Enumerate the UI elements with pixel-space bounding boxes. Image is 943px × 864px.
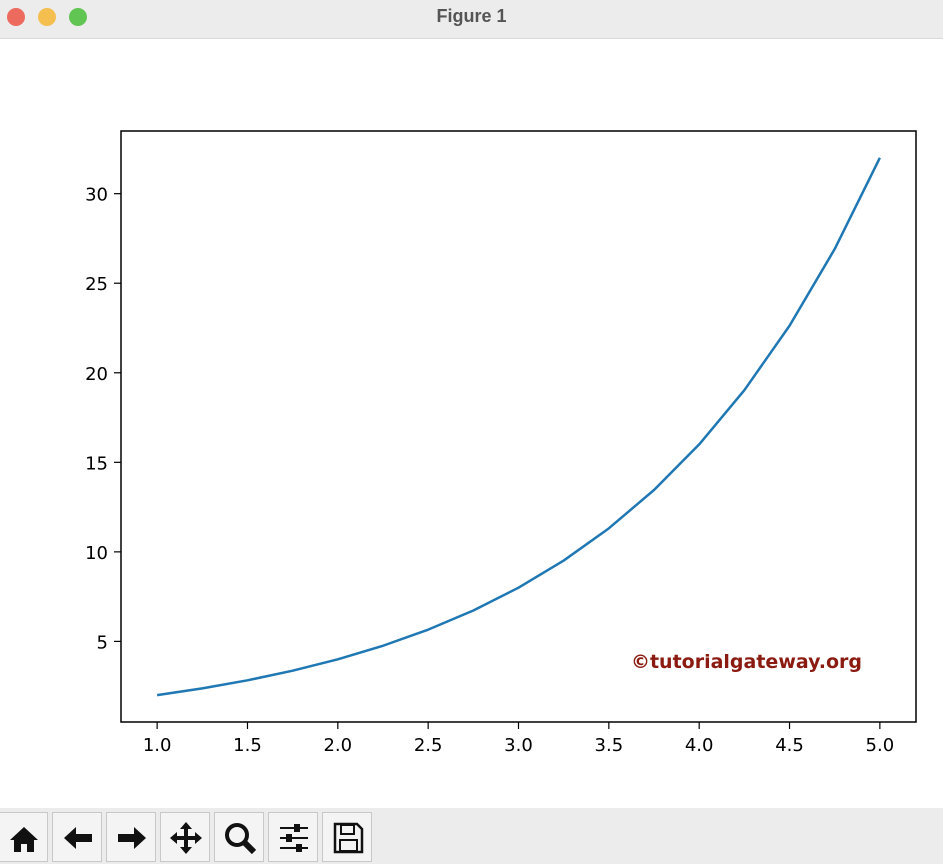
x-tick-label: 1.5 <box>233 735 262 756</box>
y-tick-label: 15 <box>85 453 108 474</box>
watermark: ©tutorialgateway.org <box>631 651 862 673</box>
axes-frame <box>120 130 917 723</box>
x-tick-label: 3.0 <box>504 735 533 756</box>
y-tick-label: 25 <box>85 274 108 295</box>
title-bar: Figure 1 <box>0 0 943 39</box>
x-tick-label: 3.5 <box>595 735 624 756</box>
chart: 1.0 1.5 2.0 2.5 3.0 3.5 4.0 4.5 5.0 5 10 15 20 25 30 ©t… <box>85 130 917 756</box>
x-tick-label: 5.0 <box>866 735 895 756</box>
close-button[interactable] <box>7 8 25 26</box>
data-line <box>156 157 881 697</box>
window-title: Figure 1 <box>436 6 507 26</box>
forward-button[interactable] <box>106 812 156 862</box>
x-tick-label: 4.0 <box>685 735 714 756</box>
x-tick-label: 1.0 <box>143 735 172 756</box>
save-button[interactable] <box>322 812 372 862</box>
x-tick-label: 2.0 <box>323 735 352 756</box>
y-tick-label: 30 <box>85 185 108 206</box>
configure-button[interactable] <box>268 812 318 862</box>
toolbar <box>0 808 943 864</box>
zoom-tool-button[interactable] <box>214 812 264 862</box>
home-button[interactable] <box>0 812 48 862</box>
y-tick-label: 10 <box>85 543 108 564</box>
y-tick-label: 20 <box>85 364 108 385</box>
back-button[interactable] <box>52 812 102 862</box>
pan-button[interactable] <box>160 812 210 862</box>
zoom-button[interactable] <box>69 8 87 26</box>
minimize-button[interactable] <box>38 8 56 26</box>
x-tick-label: 4.5 <box>775 735 804 756</box>
y-tick-label: 5 <box>97 632 108 653</box>
x-tick-label: 2.5 <box>414 735 443 756</box>
